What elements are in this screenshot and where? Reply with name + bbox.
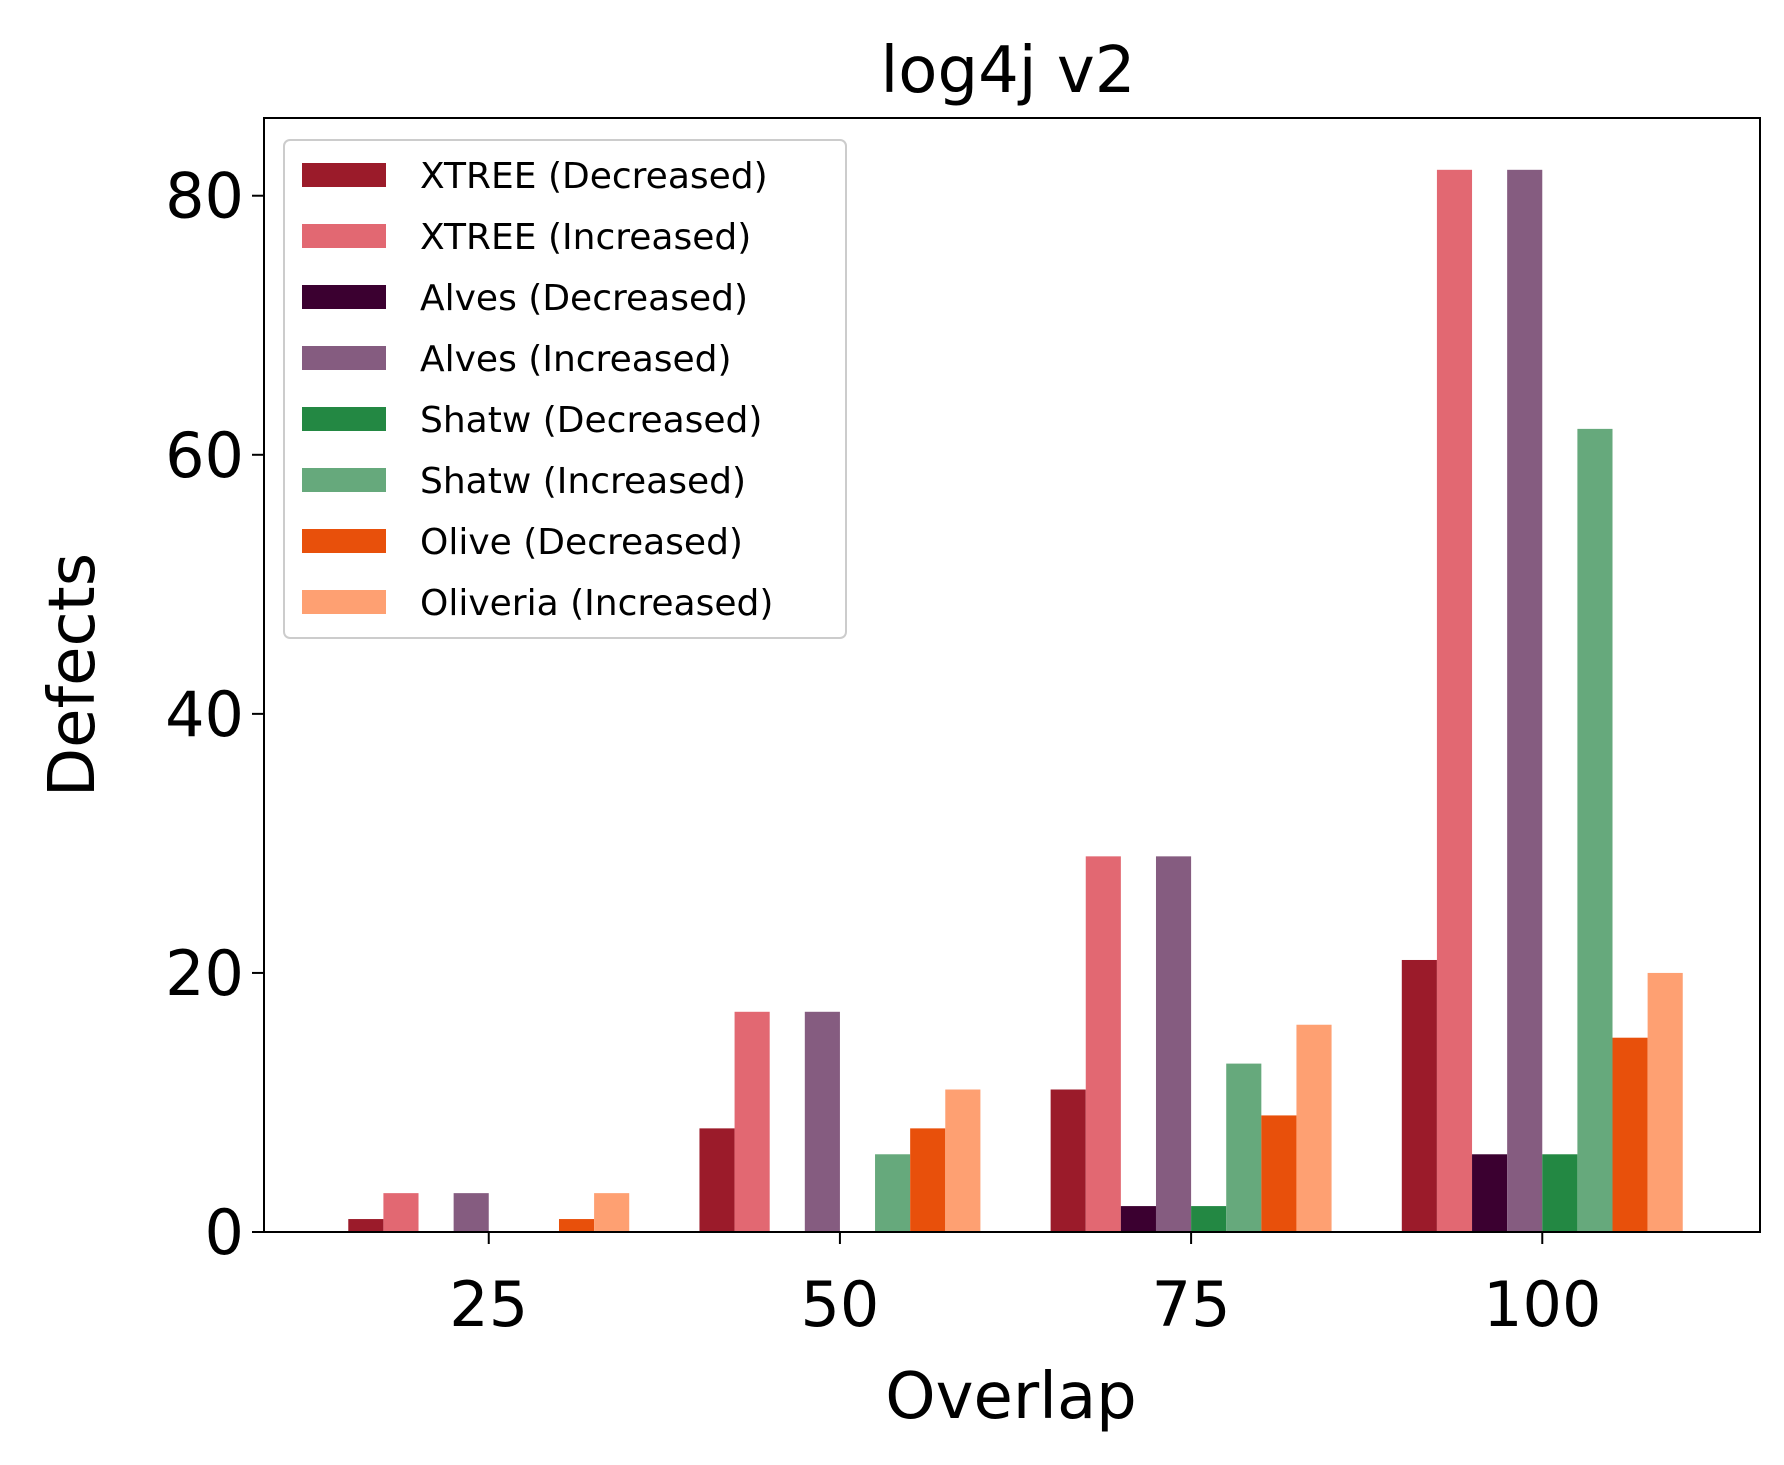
bar [1542, 1154, 1578, 1232]
bar [1155, 856, 1192, 1232]
legend-label: XTREE (Increased) [420, 217, 751, 258]
legend-swatch [302, 590, 386, 614]
bar [1507, 169, 1543, 1232]
bar [1261, 1115, 1297, 1232]
legend-swatch [302, 285, 386, 309]
bar [594, 1193, 630, 1232]
bar [1577, 428, 1613, 1232]
legend-swatch [302, 346, 386, 370]
y-axis-label: Defects [36, 553, 110, 797]
bar [1401, 959, 1437, 1232]
bar [383, 1193, 419, 1232]
bar [945, 1089, 981, 1232]
bar [1226, 1063, 1262, 1232]
bar [1436, 169, 1473, 1232]
legend-label: Shatw (Increased) [420, 461, 746, 502]
bar [699, 1128, 735, 1232]
bar [1050, 1089, 1086, 1232]
legend-swatch [302, 163, 386, 187]
legend-swatch [302, 468, 386, 492]
bar [1612, 1037, 1648, 1232]
bar [1296, 1024, 1332, 1232]
legend-label: XTREE (Decreased) [420, 156, 768, 197]
bar [875, 1154, 911, 1232]
legend-swatch [302, 407, 386, 431]
x-tick-label: 75 [1152, 1268, 1231, 1341]
y-tick-label: 80 [165, 160, 244, 233]
chart-title: log4j v2 [881, 34, 1136, 108]
y-tick-label: 20 [165, 937, 244, 1010]
bar [804, 1011, 840, 1232]
bar [1191, 1206, 1227, 1232]
bars-group [348, 169, 1683, 1232]
x-axis-label: Overlap [885, 1360, 1137, 1434]
legend-label: Olive (Decreased) [420, 522, 743, 563]
bar [1472, 1154, 1508, 1232]
y-axis: 0 20 40 60 80 [165, 160, 264, 1269]
legend-box [283, 139, 847, 639]
legend-swatch [302, 529, 386, 553]
bar [1120, 1206, 1156, 1232]
bar [910, 1128, 946, 1232]
bar [453, 1193, 489, 1232]
y-tick-label: 0 [205, 1196, 244, 1269]
bar [1647, 972, 1683, 1232]
legend-label: Alves (Increased) [420, 339, 732, 380]
legend-label: Alves (Decreased) [420, 278, 748, 319]
bar [1085, 856, 1121, 1232]
x-tick-label: 25 [449, 1268, 528, 1341]
bar [348, 1219, 384, 1232]
y-tick-label: 60 [165, 419, 244, 492]
x-tick-label: 100 [1483, 1268, 1601, 1341]
x-tick-label: 50 [800, 1268, 879, 1341]
legend-label: Oliveria (Increased) [420, 583, 773, 624]
y-tick-label: 40 [165, 678, 244, 751]
legend-swatch [302, 224, 386, 248]
bar [734, 1011, 770, 1232]
x-axis: 25 50 75 100 [449, 1232, 1601, 1341]
legend: XTREE (Decreased) XTREE (Increased) Alves … [283, 139, 847, 639]
legend-label: Shatw (Decreased) [420, 400, 762, 441]
bar [558, 1219, 595, 1232]
plot-frame [263, 117, 1761, 1233]
